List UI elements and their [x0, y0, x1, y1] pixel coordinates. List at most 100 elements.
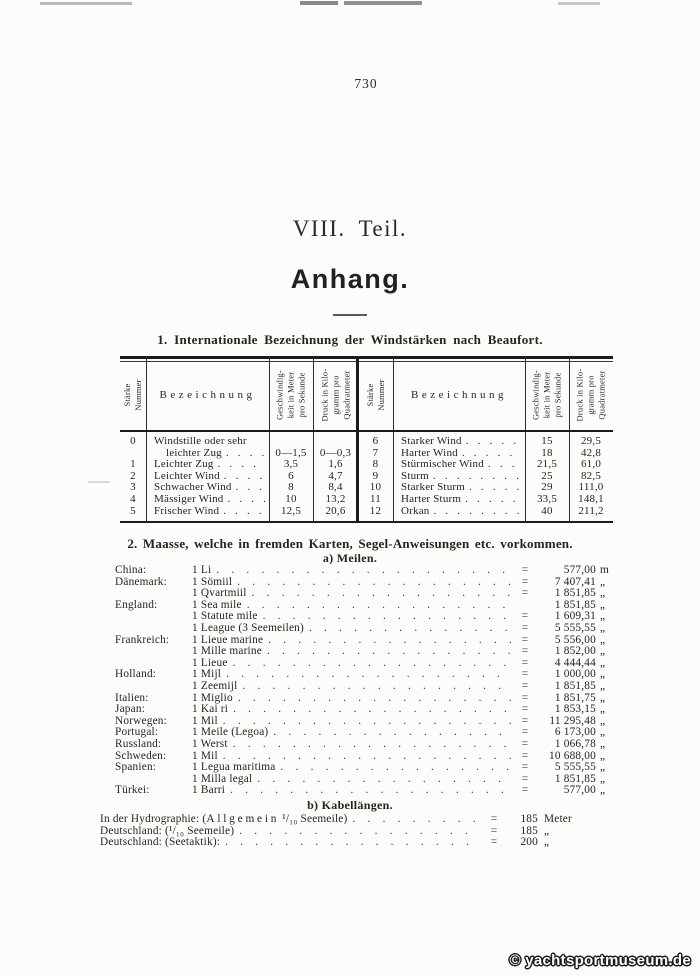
table-row: 4 Mässiger Wind. . . . . . . . . . . . . …	[120, 492, 613, 506]
equals-sign: =	[490, 824, 498, 837]
country-label: Portugal:	[115, 726, 159, 739]
bezeichnung-text: Windstille oder sehr	[154, 436, 247, 447]
cell-staerke-left: 0	[130, 435, 136, 447]
list-item: Deutschland: (Seetaktik): . . . . . . . .…	[100, 836, 580, 849]
cable-unit: „	[544, 824, 550, 837]
table-top-rule	[120, 361, 613, 362]
measures-title: 2. Maasse, welche in fremden Karten, Seg…	[127, 536, 573, 551]
cell-bezeichnung-right: Starker Sturm. . . . . . . . . . . . . .…	[393, 482, 525, 494]
country-label: Norwegen:	[115, 714, 167, 727]
list-item: Türkei: 1 Barri . . . . . . . . . . . . . …	[100, 785, 612, 797]
dot-leader: . . . . . . . . . . . . . . . . . . . . …	[309, 622, 511, 634]
measure-label: 1 Zeemijl	[192, 679, 238, 692]
dot-leader: . . . . . . . . . . . . . . . . . . . . …	[242, 680, 511, 692]
bezeichnung-text: Orkan	[401, 505, 430, 517]
list-item: Frankreich: 1 Lieue marine . . . . . . . .…	[100, 633, 612, 647]
header-staerke-left: Stärke Nummer	[120, 359, 146, 430]
measure-unit: m	[600, 564, 609, 576]
list-item: Dänemark: 1 Sömiil . . . . . . . . . . . .…	[100, 575, 612, 589]
measure-label: 1 Lieue	[192, 656, 228, 669]
list-item: 1 Qvartmiil . . . . . . . . . . . . . . .…	[100, 588, 612, 600]
equals-sign: =	[521, 703, 529, 716]
dot-leader: . . . . . . . . . . . . . . . . . . . . …	[257, 773, 511, 785]
bezeichnung-text: Schwacher Wind	[154, 482, 232, 494]
dot-leader: . . . . . . . . . . . . . . . . . . . . …	[433, 505, 522, 517]
list-item: Holland: 1 Mijl . . . . . . . . . . . . . …	[100, 669, 612, 681]
cell-druck-left	[313, 436, 358, 448]
measure-unit: „	[600, 645, 606, 658]
cell-geschwindigkeit-right: 21,5	[536, 458, 558, 471]
measure-value: 1 851,85	[554, 587, 596, 600]
cell-bezeichnung-left: Leichter Zug. . . . . . . . . . . . . . …	[146, 459, 269, 471]
list-item: 1 League (3 Seemeilen) . . . . . . . . . …	[100, 622, 612, 635]
dot-leader: . . . . . . . . . . . . . . . . . . . . …	[226, 669, 511, 681]
table-column-rule	[146, 359, 147, 522]
table-column-rule	[313, 359, 314, 522]
country-label	[100, 611, 192, 623]
dot-leader: . . . . . . . . . . . . . . . . . . . . …	[222, 715, 511, 727]
measure-value: 6 173,00	[554, 726, 596, 739]
measure-value: 11 295,48	[549, 714, 596, 727]
cable-label-pre: Deutschland: (Seetaktik):	[100, 836, 221, 848]
table-column-rule	[393, 359, 394, 522]
table-column-rule	[525, 359, 526, 522]
list-item: Schweden: 1 Mil . . . . . . . . . . . . . …	[100, 749, 612, 763]
list-item: 1 Mille marine . . . . . . . . . . . . . …	[100, 646, 612, 658]
measure-unit: „	[600, 587, 606, 600]
cell-druck-right: 61,0	[580, 458, 602, 471]
cell-bezeichnung-right: Orkan. . . . . . . . . . . . . . . . . .…	[393, 506, 525, 518]
equals-sign: =	[521, 784, 529, 797]
dot-leader: . . . . . . . . . . . . . . . . . . . . …	[251, 588, 511, 600]
equals-sign: =	[521, 610, 529, 623]
country-label: Russland:	[115, 737, 162, 750]
dot-leader: . . . . . . . . . . . . . . . . . . . . …	[465, 436, 521, 447]
cell-bezeichnung-left: Frischer Wind. . . . . . . . . . . . . .…	[146, 506, 269, 518]
measure-unit: „	[600, 749, 606, 762]
measure-label: 1 Mil	[192, 749, 218, 762]
measure-value: 1 852,00	[554, 645, 596, 658]
measure-value: 1 851,75	[554, 691, 596, 704]
cell-geschwindigkeit-left	[269, 436, 313, 448]
dot-leader: . . . . . . . . . . . . . . . . . . . . …	[223, 505, 265, 517]
cell-staerke-right: 8	[372, 458, 379, 471]
country-label: Dänemark:	[115, 575, 167, 588]
dot-leader: . . . . . . . . . . . . . . . . . . . . …	[232, 738, 511, 750]
table-column-rule	[569, 359, 570, 522]
bezeichnung-text: Leichter Wind	[154, 470, 220, 482]
measure-value: 1 000,00	[554, 668, 596, 681]
header-druck-left-label: Druck in Kilo- gramm pro Quadratmeter	[318, 368, 352, 421]
dot-leader: . . . . . . . . . . . . . . . . . . . . …	[233, 704, 511, 716]
cable-unit: Meter	[544, 813, 572, 825]
measure-label: 1 Qvartmiil	[192, 587, 247, 600]
dot-leader: . . . . . . . . . . . . . . . . . . . . …	[461, 447, 521, 459]
equals-sign: =	[521, 564, 529, 576]
cell-staerke-left: 3	[130, 481, 136, 494]
table-row: leichter Zug. . . . . . . . . . . . . . …	[120, 446, 613, 460]
country-label: Spanien:	[115, 761, 157, 774]
cell-druck-left: 1,6	[328, 458, 343, 471]
measure-value: 1 066,78	[554, 737, 596, 750]
equals-sign: =	[521, 679, 529, 692]
cell-bezeichnung-left: Mässiger Wind. . . . . . . . . . . . . .…	[146, 494, 269, 506]
measure-value: 1 851,85	[554, 598, 596, 611]
equals-sign: =	[521, 633, 529, 646]
country-label: Frankreich:	[115, 633, 170, 646]
cable-value: 200	[520, 836, 538, 848]
measure-unit: „	[600, 784, 606, 797]
dot-leader: . . . . . . . . . . . . . . . . . . . . …	[232, 657, 511, 669]
country-label: Italien:	[115, 691, 149, 704]
cell-staerke-left: 4	[130, 492, 136, 505]
dot-leader: . . . . . . . . . . . . . . . . . . . . …	[237, 576, 511, 588]
list-item: 1 Statute mile . . . . . . . . . . . . . …	[100, 611, 612, 623]
measure-label: 1 Milla legal	[192, 772, 253, 785]
measure-unit: „	[600, 668, 606, 681]
header-staerke-right-label: Stärke Nummer	[364, 378, 386, 411]
list-item: In der Hydrographie: (Allgemein ¹/₁₀ See…	[100, 813, 580, 826]
cell-druck-left: 0—0,3	[319, 446, 352, 459]
cell-druck-left: 13,2	[325, 492, 346, 505]
equals-sign: =	[490, 836, 498, 848]
list-item: Japan: 1 Kai ri . . . . . . . . . . . . . …	[100, 704, 612, 716]
beaufort-table: Stärke Nummer Bezeichnung Geschwindig- k…	[120, 356, 613, 524]
header-druck-left: Druck in Kilo- gramm pro Quadratmeter	[313, 359, 358, 430]
